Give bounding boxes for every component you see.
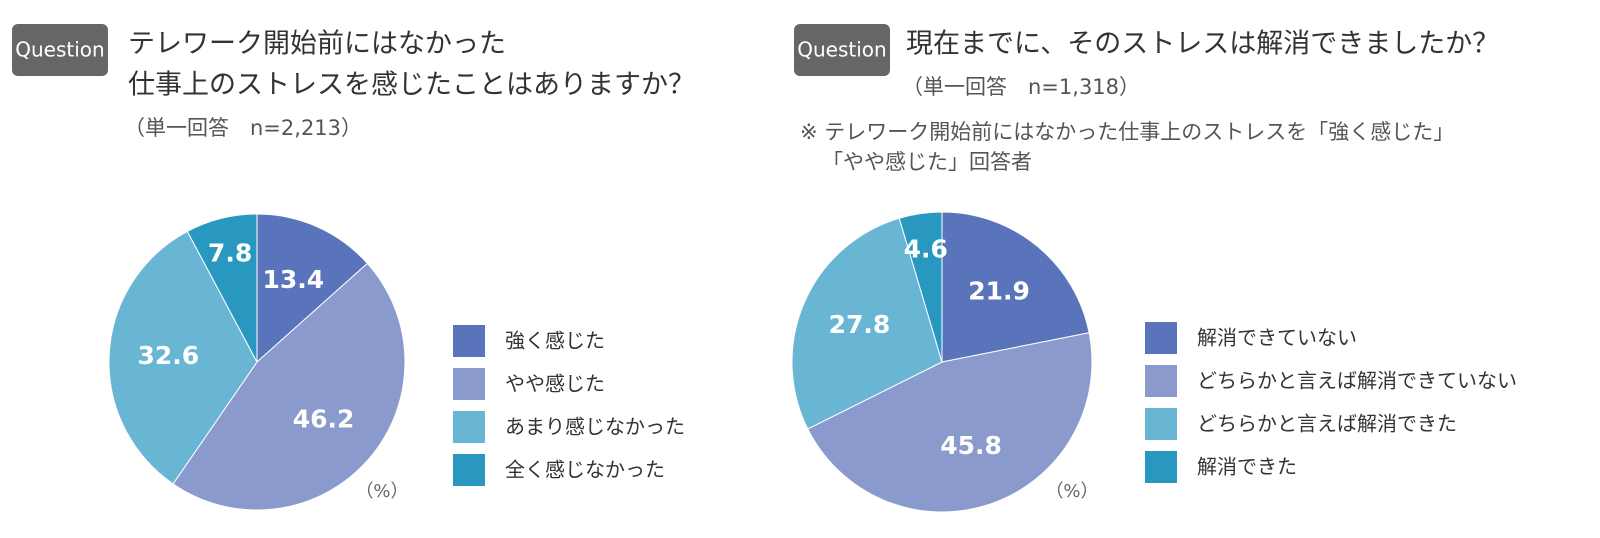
pie-slice — [108, 230, 258, 485]
pie-slice — [898, 211, 943, 363]
badge — [12, 24, 108, 76]
badge — [794, 24, 890, 76]
data-label: 7.8 — [208, 238, 252, 267]
badge-text: Question — [15, 38, 104, 62]
unit-label: （%） — [1045, 481, 1098, 502]
unit-label: （%） — [355, 481, 408, 502]
legend-label: 解消できた — [1197, 455, 1297, 479]
pie-slice — [941, 211, 1090, 363]
data-label: 27.8 — [829, 310, 891, 339]
legend-swatch — [1145, 451, 1177, 483]
data-label: 46.2 — [293, 405, 355, 434]
note: ※ テレワーク開始前にはなかった仕事上のストレスを「強く感じた」 — [800, 120, 1454, 144]
chart-title: 現在までに、そのストレスは解消できましたか？ — [906, 29, 1499, 60]
legend-swatch — [453, 368, 485, 400]
legend-label: あまり感じなかった — [505, 415, 685, 439]
legend-label: やや感じた — [505, 372, 605, 396]
pie-slice — [186, 213, 258, 363]
data-label: 45.8 — [940, 431, 1002, 460]
subtitle: （単一回答 n=1,318） — [902, 75, 1140, 99]
legend-swatch — [453, 325, 485, 357]
legend-label: 全く感じなかった — [505, 458, 665, 482]
legend-label: 強く感じた — [505, 329, 605, 353]
legend-label: どちらかと言えば解消できた — [1197, 412, 1457, 436]
data-label: 32.6 — [137, 341, 199, 370]
subtitle: （単一回答 n=2,213） — [124, 116, 362, 140]
legend-swatch — [453, 454, 485, 486]
legend-swatch — [1145, 322, 1177, 354]
legend-swatch — [1145, 408, 1177, 440]
badge-text: Question — [797, 38, 886, 62]
data-label: 21.9 — [968, 276, 1030, 305]
legend-swatch — [453, 411, 485, 443]
legend-swatch — [1145, 365, 1177, 397]
pie-slice — [172, 262, 406, 511]
note: 「やや感じた」回答者 — [822, 150, 1032, 174]
chart-title: 仕事上のストレスを感じたことはありますか？ — [128, 70, 695, 101]
pie-slice — [791, 217, 943, 430]
chart-title: テレワーク開始前にはなかった — [128, 29, 506, 60]
data-label: 13.4 — [262, 265, 324, 294]
data-label: 4.6 — [904, 235, 948, 264]
pie-slice — [807, 332, 1093, 513]
legend-label: どちらかと言えば解消できていない — [1197, 369, 1517, 393]
pie-slice — [256, 213, 369, 364]
legend-label: 解消できていない — [1197, 326, 1357, 350]
